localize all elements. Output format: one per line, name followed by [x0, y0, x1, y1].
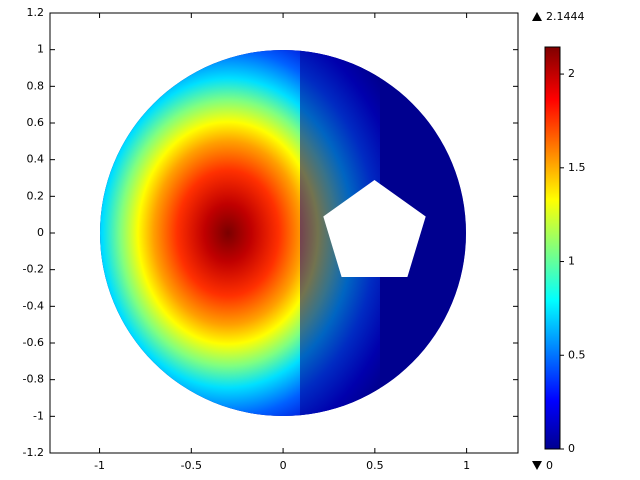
y-tick-label: -0.8 — [23, 373, 44, 386]
y-tick-label: 0.8 — [27, 79, 45, 92]
x-tick-label: 1 — [463, 459, 470, 472]
y-tick-label: -1.2 — [23, 446, 44, 459]
colorbar-tick-label: 1.5 — [568, 161, 586, 174]
max-label: 2.1444 — [546, 10, 585, 23]
y-tick-label: -0.6 — [23, 336, 44, 349]
x-tick-label: 0.5 — [366, 459, 384, 472]
y-tick-label: -0.4 — [23, 299, 44, 312]
x-tick-label: 0 — [280, 459, 287, 472]
x-tick-label: -0.5 — [181, 459, 202, 472]
colorbar-tick-label: 0.5 — [568, 348, 586, 361]
surface — [100, 50, 466, 416]
y-tick-label: 1.2 — [27, 6, 45, 19]
min-label: 0 — [546, 459, 553, 472]
y-tick-label: 0 — [37, 226, 44, 239]
colorbar — [544, 46, 561, 450]
y-tick-label: 0.4 — [27, 153, 45, 166]
y-tick-label: 0.2 — [27, 189, 45, 202]
min-marker — [532, 461, 542, 470]
x-tick-label: -1 — [94, 459, 105, 472]
hole — [323, 180, 426, 277]
max-marker — [532, 12, 542, 21]
y-tick-label: 0.6 — [27, 116, 45, 129]
y-tick-label: -0.2 — [23, 263, 44, 276]
colorbar-tick-label: 0 — [568, 442, 575, 455]
colorbar-tick-label: 1 — [568, 255, 575, 268]
y-tick-label: -1 — [33, 409, 44, 422]
colorbar-tick-label: 2 — [568, 67, 575, 80]
y-tick-label: 1 — [37, 43, 44, 56]
